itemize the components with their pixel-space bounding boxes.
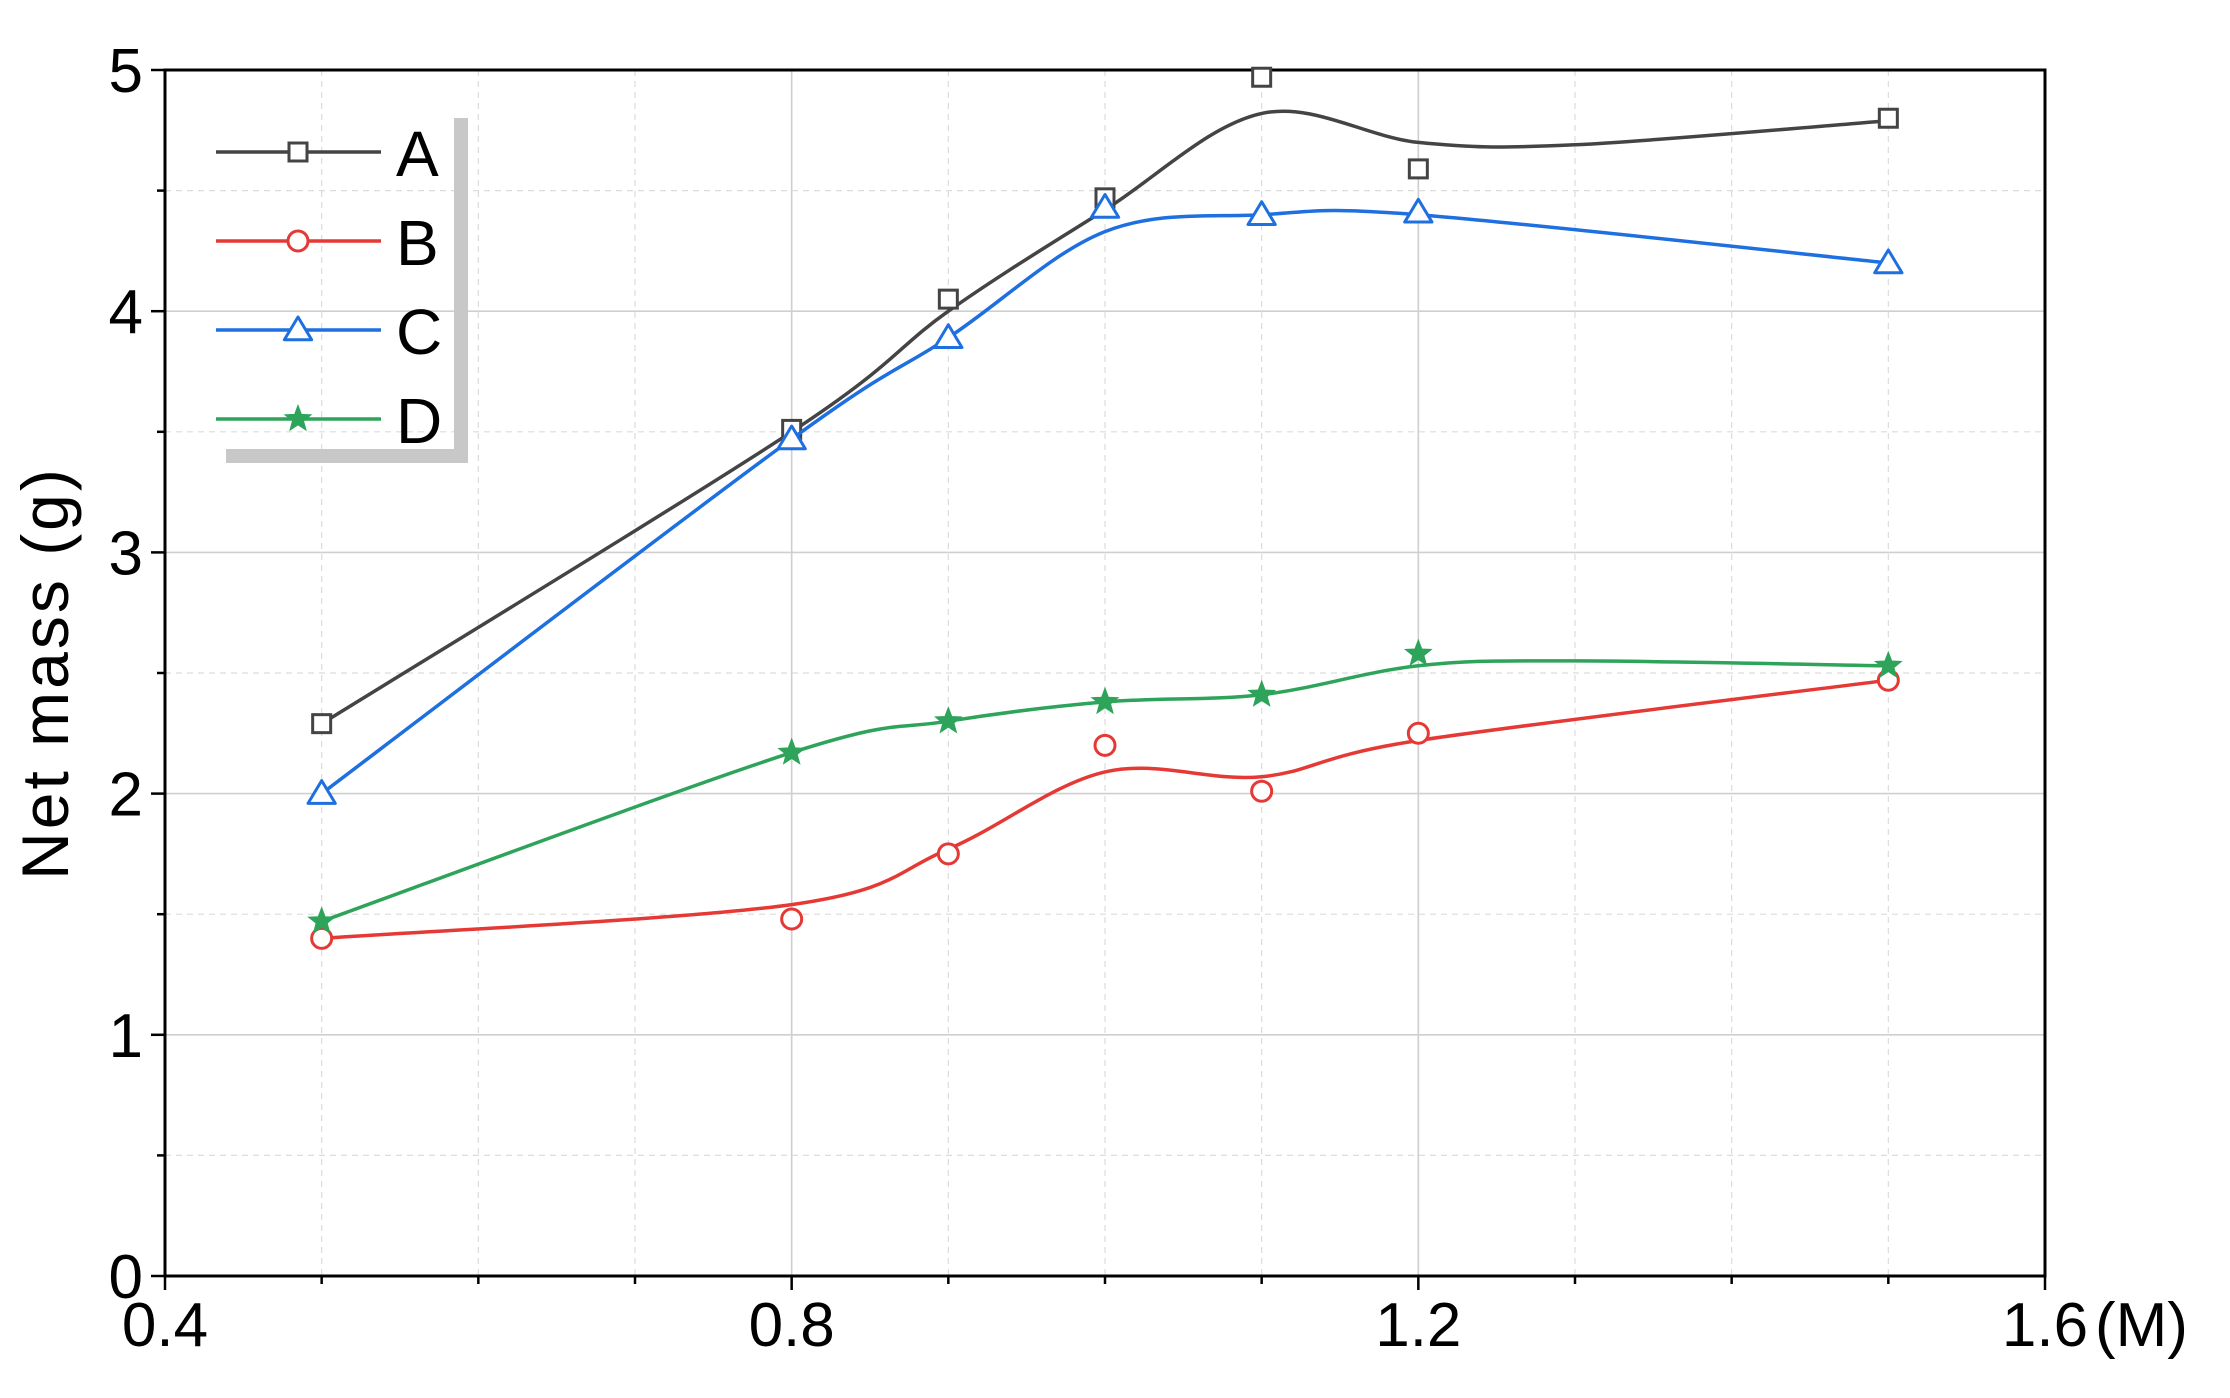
y-tick-label: 4 — [109, 278, 143, 347]
x-tick-label: 0.4 — [122, 1291, 208, 1360]
data-point-D — [777, 737, 806, 765]
x-tick-label: 1.2 — [1375, 1291, 1461, 1360]
series-B — [310, 668, 1900, 950]
legend-item-B: B — [216, 207, 439, 279]
legend-label: D — [396, 385, 442, 457]
data-point-D — [1090, 686, 1120, 715]
series-D — [307, 638, 1903, 934]
series-line-C — [320, 208, 1889, 795]
legend-shadow — [226, 118, 468, 463]
data-point-D — [1874, 650, 1903, 679]
legend-label: B — [396, 207, 439, 279]
data-point-C — [1403, 197, 1434, 224]
x-tick-label: 0.8 — [749, 1291, 835, 1360]
series-line-D — [321, 659, 1889, 924]
series-C — [306, 192, 1904, 805]
series-line-B — [321, 678, 1889, 941]
legend-marker-A — [287, 141, 309, 163]
legend-label: C — [396, 296, 442, 368]
legend-label: A — [396, 118, 439, 190]
data-point-D — [1403, 638, 1433, 666]
data-point-B — [310, 926, 334, 950]
data-point-B — [1093, 733, 1117, 757]
legend-item-A: A — [216, 118, 439, 190]
data-point-C — [776, 424, 807, 451]
data-point-A — [1407, 158, 1429, 180]
data-point-C — [306, 779, 337, 805]
data-point-D — [933, 706, 963, 734]
y-tick-label: 3 — [109, 519, 143, 588]
legend-marker-B — [286, 229, 310, 253]
data-point-A — [1251, 66, 1273, 88]
series-line-A — [320, 109, 1889, 726]
y-tick-label: 2 — [109, 761, 143, 830]
data-point-B — [1406, 721, 1430, 745]
data-point-C — [1089, 192, 1121, 219]
legend-marker-D — [283, 403, 313, 432]
legend-item-D: D — [216, 385, 442, 457]
data-point-D — [307, 906, 337, 934]
data-point-A — [1877, 107, 1899, 129]
data-point-C — [1246, 200, 1277, 226]
series-group — [306, 66, 1904, 950]
data-point-D — [1247, 679, 1277, 707]
y-tick-label: 1 — [109, 1002, 143, 1071]
y-tick-label: 5 — [109, 37, 143, 106]
y-tick-label: 0 — [109, 1243, 143, 1312]
data-point-B — [1250, 779, 1274, 803]
axes: 0.4 0.8 1.2 1.6 (M) 0 1 2 3 4 5 Net mass (g) — [8, 37, 2188, 1360]
legend-item-C: C — [216, 296, 442, 368]
data-point-A — [937, 288, 959, 310]
data-point-C — [933, 323, 964, 349]
data-point-B — [780, 907, 804, 931]
data-point-B — [936, 842, 960, 866]
data-point-C — [1873, 248, 1904, 275]
x-tick-label: 1.6 — [2002, 1291, 2088, 1360]
data-point-A — [311, 713, 333, 735]
y-axis-title: Net mass (g) — [8, 466, 82, 880]
legend-marker-C — [282, 315, 314, 342]
x-axis-unit-label: (M) — [2095, 1291, 2188, 1360]
